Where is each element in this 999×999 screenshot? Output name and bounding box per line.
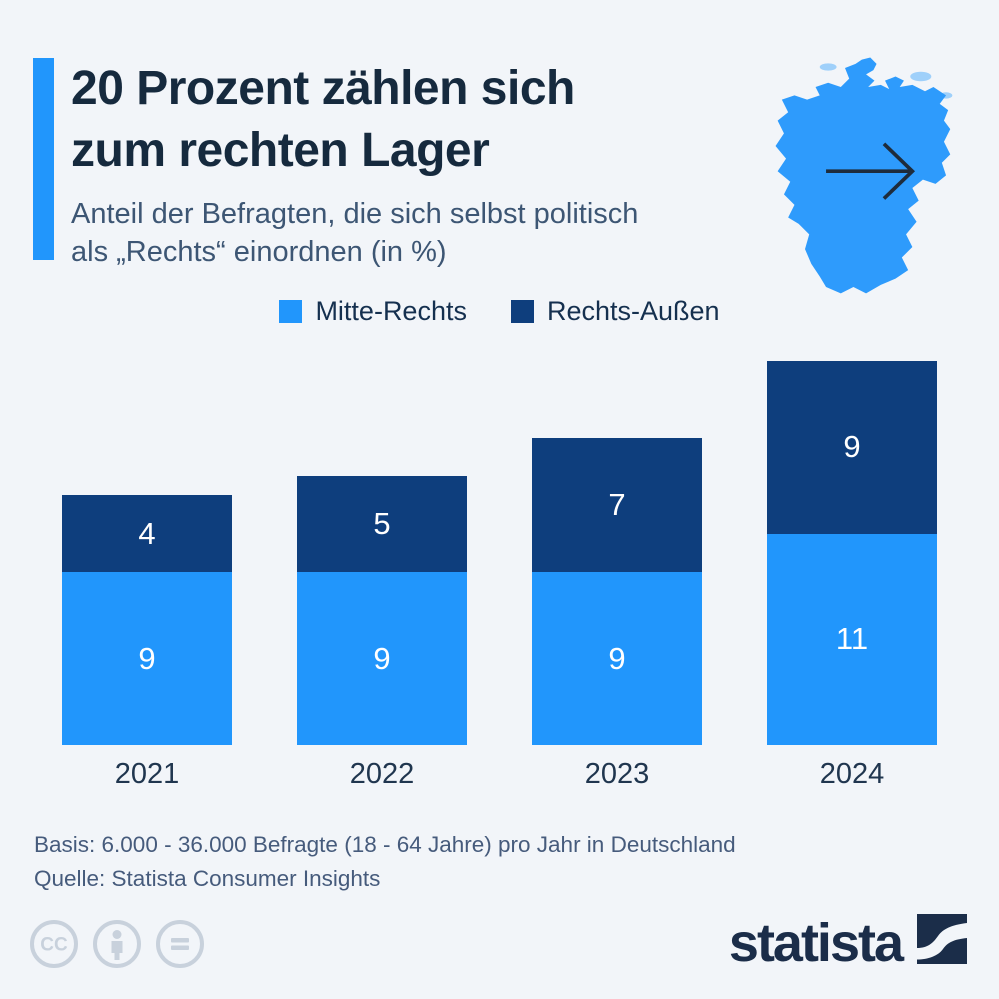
no-derivatives-equals-icon[interactable]	[154, 918, 206, 970]
bar-value-label: 9	[608, 640, 626, 676]
title-line2: zum rechten Lager	[71, 124, 490, 177]
title-accent-bar	[33, 58, 54, 260]
legend-label-mitte-rechts: Mitte-Rechts	[315, 296, 467, 326]
bar-segment-rechts-aussen-2024: 9	[767, 361, 937, 534]
subtitle: Anteil der Befragten, die sich selbst po…	[71, 195, 638, 271]
statista-logo[interactable]: statista	[729, 912, 967, 973]
legend-item-rechts-aussen: Rechts-Außen	[510, 296, 720, 327]
bar-segment-rechts-aussen-2021: 4	[62, 495, 232, 573]
chart-area: 4 9 2021 5 9 2022 7 9 2023 9 11 2024	[0, 340, 999, 790]
bar-segment-mitte-rechts-2022: 9	[297, 572, 467, 745]
bar-segment-rechts-aussen-2022: 5	[297, 476, 467, 573]
bar-segment-rechts-aussen-2023: 7	[532, 437, 702, 573]
x-axis-label-2021: 2021	[114, 758, 180, 790]
chart-legend: Mitte-Rechts Rechts-Außen	[0, 296, 999, 327]
bar-2024: 9 11 2024	[767, 361, 937, 790]
bar-segment-mitte-rechts-2021: 9	[62, 572, 232, 745]
footer-notes: Basis: 6.000 - 36.000 Befragte (18 - 64 …	[34, 828, 736, 896]
bar-segment-mitte-rechts-2024: 11	[767, 533, 937, 745]
bar-2022: 5 9 2022	[297, 476, 467, 790]
legend-swatch-rechts-aussen	[510, 300, 534, 323]
bar-segment-mitte-rechts-2023: 9	[532, 572, 702, 745]
x-axis-label-2023: 2023	[584, 758, 650, 790]
bar-2021: 4 9 2021	[62, 495, 232, 790]
statista-logo-square-icon	[917, 914, 967, 964]
bar-2023: 7 9 2023	[532, 437, 702, 790]
bar-value-label: 9	[138, 640, 156, 676]
legend-item-mitte-rechts: Mitte-Rechts	[279, 296, 467, 327]
page-title: 20 Prozent zählen sich zum rechten Lager	[71, 58, 638, 182]
title-line1: 20 Prozent zählen sich	[71, 62, 575, 115]
legend-swatch-mitte-rechts	[279, 300, 303, 323]
bar-value-label: 9	[373, 640, 391, 676]
statista-wordmark: statista	[728, 913, 904, 973]
bar-value-label: 11	[835, 621, 869, 657]
bar-value-label: 9	[843, 429, 861, 465]
legend-label-rechts-aussen: Rechts-Außen	[546, 296, 720, 326]
bar-value-label: 4	[138, 515, 156, 551]
bar-value-label: 5	[373, 506, 391, 542]
basis-note: Basis: 6.000 - 36.000 Befragte (18 - 64 …	[34, 832, 736, 857]
svg-text:CC: CC	[40, 935, 68, 956]
right-arrow-icon	[826, 142, 916, 200]
source-note: Quelle: Statista Consumer Insights	[34, 866, 381, 891]
attribution-person-icon[interactable]	[91, 918, 143, 970]
cc-icon[interactable]: CC	[28, 918, 80, 970]
subtitle-line1: Anteil der Befragten, die sich selbst po…	[71, 198, 639, 230]
x-axis-label-2024: 2024	[819, 758, 885, 790]
germany-map	[765, 52, 965, 302]
bar-value-label: 7	[608, 487, 626, 522]
license-icons[interactable]: CC	[28, 918, 206, 970]
subtitle-line2: als „Rechts“ einordnen (in %)	[71, 236, 447, 268]
header: 20 Prozent zählen sich zum rechten Lager …	[33, 58, 638, 271]
x-axis-label-2022: 2022	[349, 758, 415, 790]
germany-map-icon	[775, 57, 953, 294]
